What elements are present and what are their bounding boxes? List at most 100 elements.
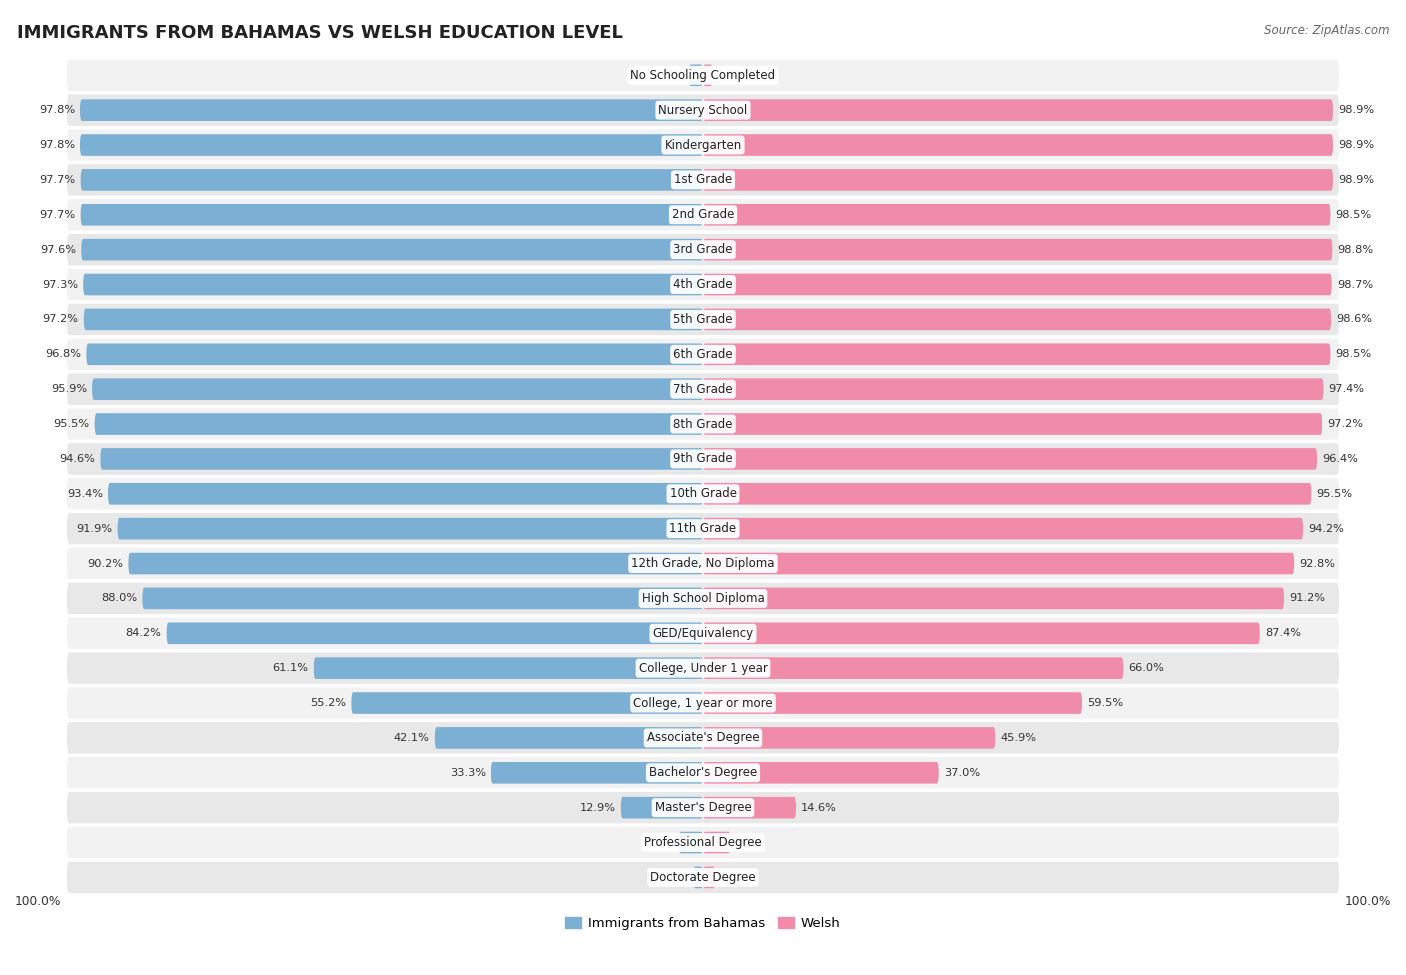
FancyBboxPatch shape xyxy=(703,448,1317,470)
FancyBboxPatch shape xyxy=(66,722,1340,755)
FancyBboxPatch shape xyxy=(100,448,703,470)
FancyBboxPatch shape xyxy=(491,762,703,784)
Text: 97.8%: 97.8% xyxy=(39,105,75,115)
Text: 1.9%: 1.9% xyxy=(720,873,749,882)
Text: 100.0%: 100.0% xyxy=(1344,895,1391,908)
Text: 95.5%: 95.5% xyxy=(53,419,90,429)
Text: 90.2%: 90.2% xyxy=(87,559,124,568)
Text: 91.2%: 91.2% xyxy=(1289,594,1324,604)
FancyBboxPatch shape xyxy=(128,553,703,574)
Text: 97.3%: 97.3% xyxy=(42,280,79,290)
Text: 94.6%: 94.6% xyxy=(59,454,96,464)
Text: 97.4%: 97.4% xyxy=(1329,384,1365,394)
Text: 3rd Grade: 3rd Grade xyxy=(673,243,733,256)
FancyBboxPatch shape xyxy=(703,762,939,784)
FancyBboxPatch shape xyxy=(703,378,1323,400)
Text: Source: ZipAtlas.com: Source: ZipAtlas.com xyxy=(1264,24,1389,37)
Text: 97.2%: 97.2% xyxy=(1327,419,1364,429)
FancyBboxPatch shape xyxy=(703,867,716,888)
Text: Nursery School: Nursery School xyxy=(658,103,748,117)
FancyBboxPatch shape xyxy=(66,791,1340,825)
Text: 96.8%: 96.8% xyxy=(45,349,82,359)
Text: 4th Grade: 4th Grade xyxy=(673,278,733,291)
Text: 7th Grade: 7th Grade xyxy=(673,382,733,396)
Text: 87.4%: 87.4% xyxy=(1265,628,1301,639)
Text: 3.8%: 3.8% xyxy=(645,838,673,847)
Text: 100.0%: 100.0% xyxy=(15,895,62,908)
Text: College, 1 year or more: College, 1 year or more xyxy=(633,696,773,710)
Text: 98.6%: 98.6% xyxy=(1336,314,1372,325)
FancyBboxPatch shape xyxy=(142,588,703,609)
FancyBboxPatch shape xyxy=(703,64,713,86)
FancyBboxPatch shape xyxy=(82,239,703,260)
Text: 2.2%: 2.2% xyxy=(655,70,683,80)
Text: Kindergarten: Kindergarten xyxy=(665,138,741,151)
FancyBboxPatch shape xyxy=(66,268,1340,301)
FancyBboxPatch shape xyxy=(703,169,1333,191)
FancyBboxPatch shape xyxy=(703,588,1284,609)
FancyBboxPatch shape xyxy=(703,99,1333,121)
Text: 98.7%: 98.7% xyxy=(1337,280,1374,290)
FancyBboxPatch shape xyxy=(621,797,703,818)
Text: 2nd Grade: 2nd Grade xyxy=(672,209,734,221)
FancyBboxPatch shape xyxy=(80,169,703,191)
Text: GED/Equivalency: GED/Equivalency xyxy=(652,627,754,640)
Text: 96.4%: 96.4% xyxy=(1322,454,1358,464)
FancyBboxPatch shape xyxy=(167,622,703,644)
Text: 93.4%: 93.4% xyxy=(67,488,103,499)
Text: 1.5%: 1.5% xyxy=(659,873,689,882)
FancyBboxPatch shape xyxy=(66,408,1340,441)
Text: College, Under 1 year: College, Under 1 year xyxy=(638,662,768,675)
FancyBboxPatch shape xyxy=(66,616,1340,650)
Text: 12.9%: 12.9% xyxy=(579,802,616,812)
FancyBboxPatch shape xyxy=(66,302,1340,336)
Text: 97.6%: 97.6% xyxy=(41,245,76,254)
Text: 45.9%: 45.9% xyxy=(1001,733,1036,743)
FancyBboxPatch shape xyxy=(689,64,703,86)
Text: 98.5%: 98.5% xyxy=(1336,349,1372,359)
Text: 98.5%: 98.5% xyxy=(1336,210,1372,219)
FancyBboxPatch shape xyxy=(84,309,703,331)
Text: 94.2%: 94.2% xyxy=(1308,524,1344,533)
FancyBboxPatch shape xyxy=(94,413,703,435)
Text: 97.8%: 97.8% xyxy=(39,140,75,150)
Text: 4.3%: 4.3% xyxy=(735,838,765,847)
FancyBboxPatch shape xyxy=(352,692,703,714)
Text: 33.3%: 33.3% xyxy=(450,767,485,778)
FancyBboxPatch shape xyxy=(703,239,1333,260)
FancyBboxPatch shape xyxy=(703,832,730,853)
Legend: Immigrants from Bahamas, Welsh: Immigrants from Bahamas, Welsh xyxy=(560,912,846,935)
FancyBboxPatch shape xyxy=(80,99,703,121)
Text: 92.8%: 92.8% xyxy=(1299,559,1336,568)
FancyBboxPatch shape xyxy=(80,135,703,156)
Text: Professional Degree: Professional Degree xyxy=(644,836,762,849)
FancyBboxPatch shape xyxy=(66,58,1340,92)
Text: 59.5%: 59.5% xyxy=(1087,698,1123,708)
FancyBboxPatch shape xyxy=(703,135,1333,156)
FancyBboxPatch shape xyxy=(66,826,1340,859)
Text: 37.0%: 37.0% xyxy=(943,767,980,778)
FancyBboxPatch shape xyxy=(66,443,1340,476)
FancyBboxPatch shape xyxy=(83,274,703,295)
FancyBboxPatch shape xyxy=(66,547,1340,580)
Text: 10th Grade: 10th Grade xyxy=(669,488,737,500)
FancyBboxPatch shape xyxy=(66,233,1340,266)
Text: 55.2%: 55.2% xyxy=(311,698,346,708)
FancyBboxPatch shape xyxy=(703,553,1294,574)
Text: 84.2%: 84.2% xyxy=(125,628,162,639)
Text: 14.6%: 14.6% xyxy=(801,802,837,812)
Text: 1st Grade: 1st Grade xyxy=(673,174,733,186)
FancyBboxPatch shape xyxy=(703,204,1330,225)
FancyBboxPatch shape xyxy=(66,372,1340,406)
Text: 1.5%: 1.5% xyxy=(717,70,747,80)
FancyBboxPatch shape xyxy=(703,622,1260,644)
FancyBboxPatch shape xyxy=(66,337,1340,371)
Text: 6th Grade: 6th Grade xyxy=(673,348,733,361)
Text: 11th Grade: 11th Grade xyxy=(669,523,737,535)
FancyBboxPatch shape xyxy=(66,756,1340,790)
Text: 97.7%: 97.7% xyxy=(39,175,76,185)
Text: No Schooling Completed: No Schooling Completed xyxy=(630,69,776,82)
Text: 95.5%: 95.5% xyxy=(1316,488,1353,499)
FancyBboxPatch shape xyxy=(679,832,703,853)
FancyBboxPatch shape xyxy=(703,518,1303,539)
